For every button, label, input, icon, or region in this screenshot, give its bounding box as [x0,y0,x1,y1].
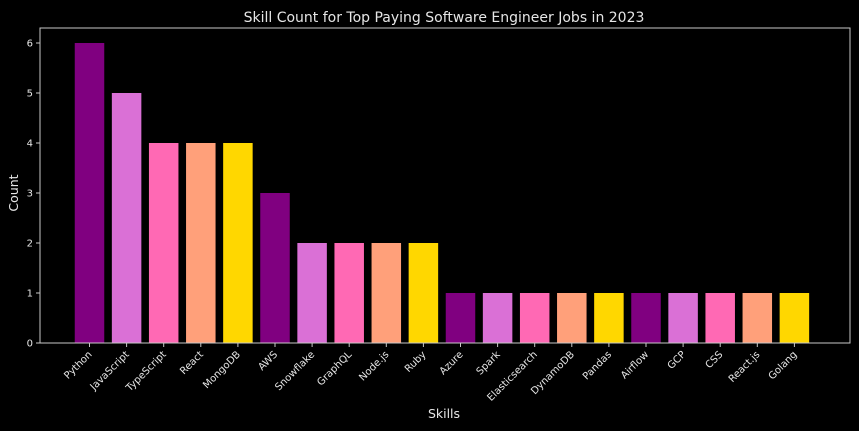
bar-snowflake [297,243,327,343]
bar-node-js [371,243,402,343]
y-tick-label: 2 [27,239,33,250]
y-axis-ticks: 0 1 2 3 4 5 6 [27,39,40,350]
y-axis-label: Count [6,174,21,211]
y-tick-label: 4 [27,139,33,150]
bar-dynamodb [557,293,587,343]
bar-aws [260,193,290,343]
bar-azure [445,293,476,343]
bar-golang [779,293,810,343]
y-tick-label: 1 [27,289,33,300]
y-tick-label: 5 [27,89,33,100]
chart-title: Skill Count for Top Paying Software Engi… [244,10,645,26]
bar-typescript [148,143,179,343]
y-axis-label-group: Count [6,174,21,211]
bar-javascript [111,93,142,343]
bar-ruby [408,243,439,343]
bar-gcp [668,293,698,343]
bar-elasticsearch [519,293,550,343]
bar-mongodb [223,143,253,343]
plot-frame [39,27,851,344]
y-tick-label: 0 [27,339,33,350]
bar-react-js [742,293,773,343]
bars [74,43,810,343]
bar-pandas [594,293,624,343]
bar-graphql [334,243,364,343]
bar-css [705,293,735,343]
bar-react [186,143,216,343]
x-axis-label: Skills [428,406,460,421]
y-tick-label: 3 [27,189,33,200]
bar-spark [482,293,513,343]
bar-python [74,43,105,343]
y-tick-label: 6 [27,39,33,50]
bar-airflow [631,293,661,343]
